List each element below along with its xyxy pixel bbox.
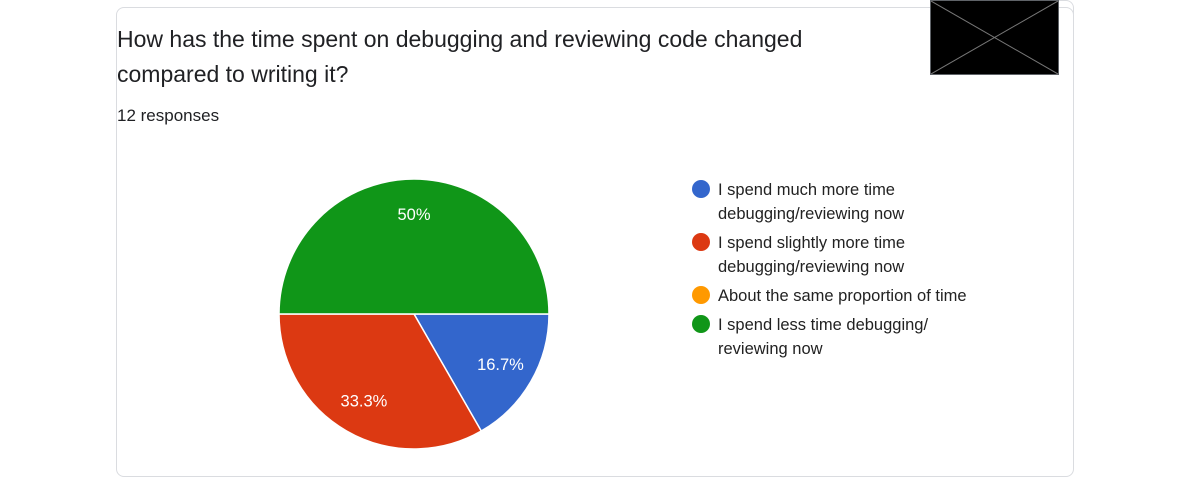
pie-slice-label-1: 33.3%: [341, 392, 388, 410]
legend-label-2: About the same proportion of time: [718, 287, 967, 305]
next-card-corner: [1058, 0, 1074, 14]
pie-chart: 16.7% 33.3% 50%: [270, 170, 560, 465]
legend-swatch-1: [692, 233, 710, 251]
chart-legend: I spend much more time debugging/reviewi…: [692, 178, 992, 366]
legend-item-1[interactable]: I spend slightly more time debugging/rev…: [692, 231, 992, 279]
pie-slice-label-3: 50%: [397, 206, 430, 224]
legend-item-3[interactable]: I spend less time debugging/ reviewing n…: [692, 313, 992, 361]
pie-slice-3[interactable]: [278, 178, 550, 315]
pie-chart-svg: 16.7% 33.3% 50%: [278, 178, 550, 450]
legend-label-0: I spend much more time debugging/reviewi…: [718, 181, 905, 223]
pie-slice-0[interactable]: [412, 313, 550, 433]
legend-label-3: I spend less time debugging/ reviewing n…: [718, 316, 929, 358]
pie-slice-label-0: 16.7%: [477, 356, 524, 374]
pie-slice-1[interactable]: [278, 313, 483, 450]
legend-swatch-3: [692, 315, 710, 333]
legend-swatch-2: [692, 286, 710, 304]
legend-item-2[interactable]: About the same proportion of time: [692, 284, 992, 308]
response-count: 12 responses: [117, 106, 220, 125]
question-title: How has the time spent on debugging and …: [117, 26, 803, 87]
broken-image-icon: [930, 0, 1059, 75]
question-card: [116, 7, 1074, 477]
legend-item-0[interactable]: I spend much more time debugging/reviewi…: [692, 178, 992, 226]
legend-swatch-0: [692, 180, 710, 198]
legend-label-1: I spend slightly more time debugging/rev…: [718, 234, 906, 276]
